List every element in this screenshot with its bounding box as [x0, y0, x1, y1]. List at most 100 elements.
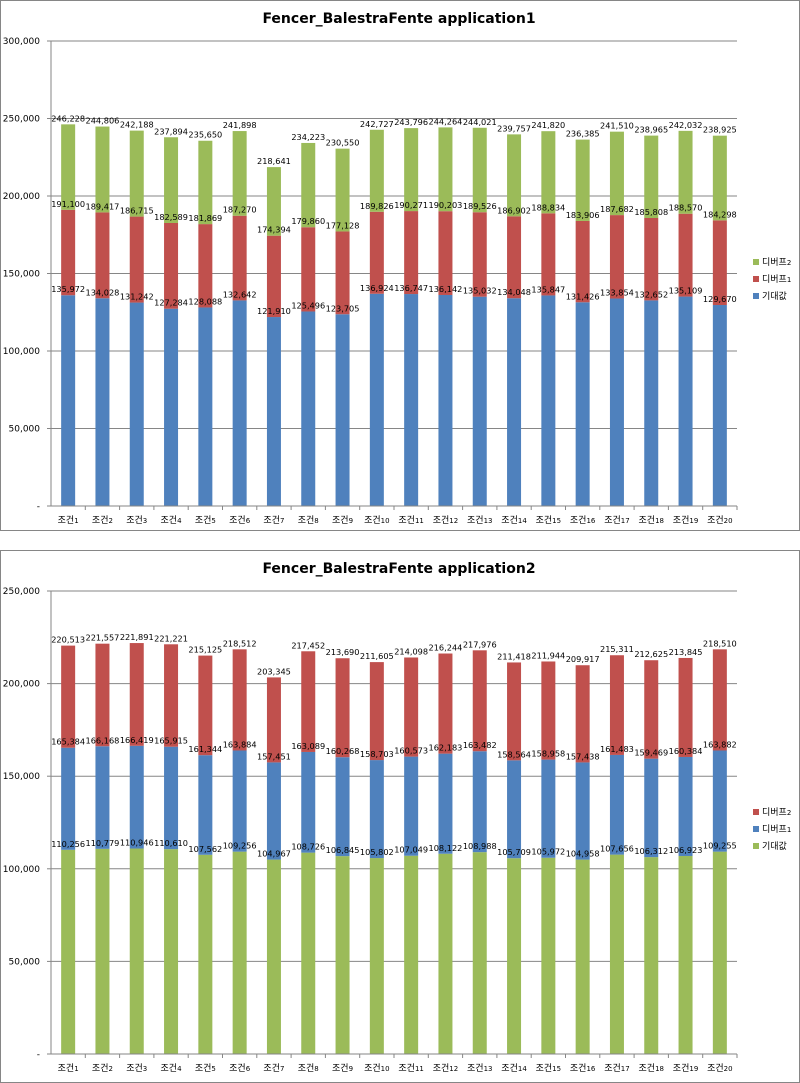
x-tick-label: 조건17 [604, 1063, 629, 1074]
y-tick-label: - [37, 1050, 40, 1060]
x-tick-label: 조건11 [398, 1063, 423, 1074]
data-label: 244,264 [429, 116, 463, 126]
bar-segment [95, 212, 110, 299]
data-label: 241,820 [531, 120, 565, 130]
bar-segment [472, 751, 487, 853]
bar-segment [472, 127, 487, 213]
data-label: 221,221 [154, 633, 188, 643]
bar-segment [644, 135, 659, 218]
x-tick-label: 조건13 [467, 515, 492, 526]
data-label: 243,796 [394, 117, 428, 127]
x-tick-label: 조건16 [570, 1063, 596, 1074]
data-label: 217,976 [463, 639, 497, 649]
bar-segment [678, 130, 693, 214]
y-tick-label: 150,000 [3, 772, 40, 782]
y-tick-label: 50,000 [9, 957, 41, 967]
bar-segment [438, 753, 453, 854]
bar-segment [95, 848, 110, 1054]
data-label: 109,255 [703, 841, 737, 851]
data-label: 110,610 [154, 838, 188, 848]
data-label: 107,049 [394, 845, 428, 855]
data-label: 188,570 [669, 203, 703, 213]
bar-segment [507, 760, 522, 859]
bar-segment [369, 293, 384, 506]
data-label: 209,917 [566, 654, 600, 664]
data-label: 162,183 [429, 743, 463, 753]
bar-segment [438, 294, 453, 506]
legend-swatch [753, 259, 759, 265]
bar-segment [472, 212, 487, 297]
data-label: 241,510 [600, 121, 634, 131]
data-label: 157,451 [257, 751, 291, 761]
bar-segment [438, 127, 453, 212]
data-label: 125,496 [291, 300, 325, 310]
data-label: 187,270 [223, 205, 257, 215]
bar-segment [644, 857, 659, 1054]
bar-segment [266, 762, 281, 860]
data-label: 136,747 [394, 283, 428, 293]
data-label: 190,203 [429, 200, 463, 210]
bar-segment [541, 213, 556, 296]
bar-segment [95, 298, 110, 506]
bar-segment [232, 215, 247, 301]
data-label: 163,482 [463, 740, 497, 750]
data-label: 123,705 [326, 303, 360, 313]
x-tick-label: 조건15 [536, 1063, 561, 1074]
bar-segment [335, 757, 350, 857]
data-label: 132,652 [634, 289, 668, 299]
bar-segment [609, 655, 624, 755]
bar-segment [266, 317, 281, 506]
x-tick-label: 조건20 [707, 1063, 732, 1074]
legend-swatch [753, 276, 759, 282]
data-label: 203,345 [257, 666, 291, 676]
data-label: 165,384 [51, 737, 85, 747]
data-label: 135,109 [669, 286, 703, 296]
bar-segment [335, 314, 350, 506]
data-label: 127,284 [154, 298, 188, 308]
data-label: 189,526 [463, 201, 497, 211]
data-label: 133,854 [600, 288, 634, 298]
data-label: 109,256 [223, 841, 257, 851]
x-tick-label: 조건18 [639, 515, 664, 526]
bar-segment [61, 747, 76, 850]
bar-segment [301, 311, 316, 506]
bar-segment [95, 126, 110, 213]
data-label: 106,923 [669, 845, 703, 855]
bar-segment [232, 300, 247, 506]
bar-segment [609, 854, 624, 1054]
data-label: 242,188 [120, 120, 154, 130]
legend-swatch [753, 843, 759, 849]
bar-segment [712, 220, 727, 306]
bar-segment [164, 644, 179, 747]
bar-segment [678, 756, 693, 856]
bar-segment [95, 643, 110, 747]
data-label: 163,882 [703, 739, 737, 749]
bar-segment [575, 220, 590, 303]
x-tick-label: 조건8 [298, 1063, 319, 1074]
legend-swatch [753, 293, 759, 299]
bar-segment [507, 216, 522, 299]
data-label: 158,958 [531, 749, 565, 759]
bar-segment [301, 751, 316, 853]
bar-segment [712, 305, 727, 506]
x-tick-label: 조건7 [263, 1063, 284, 1074]
data-label: 235,650 [188, 130, 222, 140]
bar-segment [61, 124, 76, 210]
data-label: 218,641 [257, 156, 291, 166]
data-label: 104,958 [566, 849, 600, 859]
bar-segment [644, 660, 659, 759]
bar-segment [198, 755, 213, 855]
bar-segment [472, 296, 487, 506]
bar-segment [644, 217, 659, 301]
x-tick-label: 조건8 [298, 515, 319, 526]
data-label: 161,344 [188, 744, 222, 754]
bar-segment [438, 853, 453, 1054]
bar-segment [61, 849, 76, 1054]
bar-segment [232, 649, 247, 751]
x-tick-label: 조건1 [58, 515, 79, 526]
legend-label: 기대값 [762, 290, 787, 302]
x-tick-label: 조건9 [332, 515, 353, 526]
bar-segment [507, 298, 522, 506]
bar-segment [301, 651, 316, 752]
data-label: 189,826 [360, 201, 394, 211]
